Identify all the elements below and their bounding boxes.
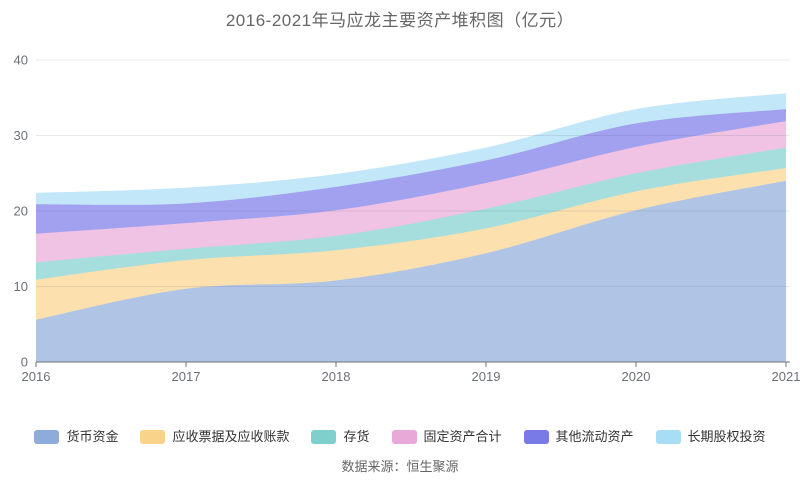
- legend-item-series-4[interactable]: 其他流动资产: [523, 429, 634, 444]
- legend-swatch-icon: [311, 430, 337, 444]
- chart-legend: 货币资金 应收票据及应收账款 存货 固定资产合计 其他流动资产 长期股权投资: [0, 430, 800, 444]
- legend-swatch-icon: [523, 430, 549, 444]
- legend-swatch-icon: [391, 430, 417, 444]
- x-axis-label-2018: 2018: [322, 369, 351, 384]
- page-title: 2016-2021年马应龙主要资产堆积图（亿元）: [225, 11, 575, 30]
- legend-swatch-icon: [655, 430, 681, 444]
- y-axis-label-0: 0: [21, 355, 28, 370]
- legend-label: 货币资金: [66, 429, 119, 444]
- x-axis-label-2019: 2019: [472, 369, 501, 384]
- legend-label: 长期股权投资: [687, 429, 766, 444]
- y-axis-label-30: 30: [14, 128, 28, 143]
- legend-item-series-1[interactable]: 应收票据及应收账款: [140, 430, 289, 444]
- stacked-area-chart-canvas[interactable]: 0 10 20 30 40 2016 2017 2018 2019 2020 2021: [0, 40, 800, 400]
- legend-item-series-0[interactable]: 货币资金: [34, 430, 118, 444]
- y-axis-label-10: 10: [14, 279, 28, 294]
- x-axis-label-2016: 2016: [22, 369, 51, 384]
- legend-item-series-3[interactable]: 固定资产合计: [391, 429, 502, 444]
- data-source-note: 数据来源：恒生聚源: [341, 459, 459, 474]
- legend-swatch-icon: [34, 430, 60, 444]
- area-series-0: [36, 180, 786, 362]
- legend-item-series-2[interactable]: 存货: [311, 429, 370, 444]
- y-axis-label-20: 20: [14, 204, 28, 219]
- legend-label: 存货: [343, 429, 370, 444]
- legend-label: 应收票据及应收账款: [172, 429, 290, 444]
- legend-swatch-icon: [140, 430, 166, 444]
- x-axis-label-2021: 2021: [772, 369, 800, 384]
- y-axis-label-40: 40: [14, 53, 28, 68]
- legend-label: 固定资产合计: [423, 429, 502, 444]
- x-axis-label-2020: 2020: [622, 369, 651, 384]
- x-axis-label-2017: 2017: [172, 369, 201, 384]
- legend-item-series-5[interactable]: 长期股权投资: [655, 429, 766, 444]
- legend-label: 其他流动资产: [555, 429, 634, 444]
